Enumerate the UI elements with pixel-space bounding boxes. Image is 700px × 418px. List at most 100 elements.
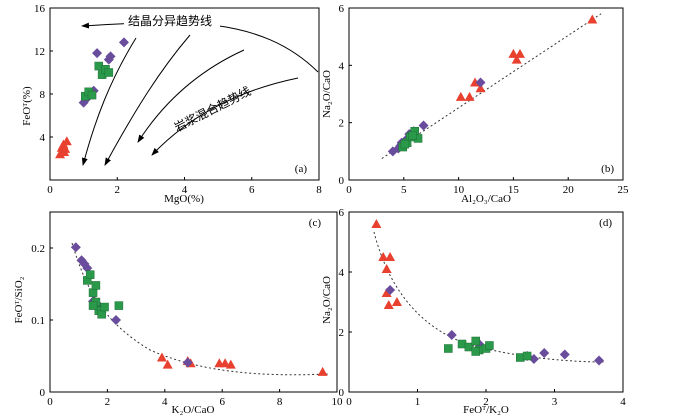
y-tick-label: 6: [339, 207, 345, 219]
diamond-point: [594, 355, 605, 366]
triangle-point: [391, 297, 402, 306]
panel-b-ylabel: Na₂O/CaO: [321, 70, 333, 118]
diamond-point: [539, 348, 550, 358]
square-point: [485, 341, 494, 350]
panel-d-letter: (d): [599, 217, 612, 229]
panel-a-xlabel: MgO(%): [164, 193, 204, 205]
panel-d-ticks: 0 1 2 3 4 0 2 4 6: [339, 207, 627, 408]
y-tick-label: 4: [40, 132, 46, 144]
diamond-point: [118, 37, 129, 48]
panel-a-letter: (a): [295, 163, 308, 175]
panel-c-marks: [70, 242, 328, 376]
panel-b-ticks: 0 5 10 15 20 25 0 2 4 6: [339, 3, 630, 196]
triangle-point: [383, 300, 394, 309]
square-point: [464, 342, 474, 352]
y-tick-label: 0.2: [31, 243, 45, 255]
diamond-point: [559, 349, 570, 360]
triangle-point: [225, 359, 236, 369]
square-point: [104, 68, 114, 77]
fractionation-trend-label: 结晶分异趋势线: [128, 14, 212, 28]
diamond-point: [105, 51, 116, 62]
square-point: [85, 270, 95, 279]
triangle-point: [378, 252, 389, 261]
panel-c-frame: [49, 211, 338, 393]
panel-a-marks: [55, 37, 129, 159]
triangle-point: [381, 288, 392, 297]
panel-c-xlabel: K₂O/CaO: [172, 404, 215, 416]
diamond-point: [70, 242, 81, 253]
square-point: [408, 131, 417, 140]
square-point: [114, 301, 124, 310]
panel-b-frame: [348, 7, 624, 181]
y-tick-label: 4: [339, 267, 345, 279]
trend-curve-1: [81, 37, 137, 166]
x-tick-label: 0: [47, 184, 53, 196]
triangle-point: [381, 264, 392, 273]
square-point: [100, 302, 109, 312]
x-tick-label: 4: [182, 184, 188, 196]
triangle-point: [514, 48, 525, 58]
y-tick-label: 2: [339, 327, 345, 339]
panel-b-marks: [387, 14, 598, 157]
y-tick-label: 16: [34, 3, 46, 15]
y-tick-label: 0.1: [31, 315, 45, 327]
x-tick-label: 25: [618, 184, 630, 196]
x-tick-label: 0: [346, 184, 352, 196]
triangle-point: [220, 358, 231, 368]
x-tick-label: 15: [508, 184, 520, 196]
diamond-point: [475, 77, 486, 88]
panel-d-ylabel: Na₂O/CaO: [321, 276, 333, 324]
y-tick-label: 2: [339, 118, 345, 130]
annotation-bg: [124, 11, 220, 28]
panel-d-marks: [371, 219, 605, 366]
panel-b: 0 5 10 15 20 25 0 2 4 6 Al₂O₃/CaO Na₂O/CaO (b): [321, 3, 629, 205]
panel-a: 0 2 4 6 8 4 8 12 16 MgO(%) FeOᵀ(%) (a) 结晶分异趋势线 岩…: [21, 3, 322, 205]
panel-d: 0 1 2 3 4 0 2 4 6 FeOᵀ/K₂O Na₂O/CaO (d): [321, 207, 626, 416]
y-tick-label: 0: [339, 387, 345, 399]
panel-b-letter: (b): [601, 163, 614, 175]
panel-b-trend-line: [381, 13, 602, 159]
triangle-point: [59, 147, 70, 157]
x-tick-label: 2: [115, 184, 121, 196]
diamond-point: [182, 357, 193, 368]
x-tick-label: 1: [415, 396, 421, 408]
y-tick-label: 0: [339, 175, 345, 187]
triangle-point: [587, 14, 598, 24]
panel-a-ylabel: FeOᵀ(%): [21, 86, 33, 126]
triangle-point: [385, 252, 396, 261]
square-point: [88, 301, 98, 310]
diamond-point: [92, 48, 103, 59]
triangle-point: [371, 219, 382, 228]
diamond-point: [528, 354, 539, 364]
trend-curve-2: [104, 34, 191, 166]
x-tick-label: 8: [316, 184, 322, 196]
square-point: [88, 288, 98, 297]
y-tick-label: 6: [339, 3, 345, 15]
triangle-point: [508, 48, 519, 58]
y-tick-label: 4: [339, 60, 345, 72]
square-point: [471, 347, 480, 356]
triangle-point: [61, 136, 72, 146]
square-point: [522, 351, 532, 361]
triangle-point: [317, 366, 328, 376]
x-tick-label: 10: [332, 396, 344, 408]
diamond-point: [418, 120, 429, 131]
panel-c-trend-curve: [71, 242, 329, 376]
trend-curve-4: [151, 77, 299, 156]
square-point: [87, 90, 97, 100]
triangle-point: [464, 91, 475, 101]
panel-c-letter: (c): [309, 217, 322, 229]
triangle-point: [511, 54, 522, 64]
y-tick-label: 12: [34, 46, 45, 58]
x-tick-label: 4: [620, 396, 626, 408]
x-tick-label: 8: [277, 396, 283, 408]
x-tick-label: 2: [483, 396, 489, 408]
x-tick-label: 3: [552, 396, 558, 408]
diamond-point: [111, 315, 122, 325]
x-tick-label: 6: [249, 184, 255, 196]
trend-curve-3: [137, 49, 245, 143]
x-tick-label: 4: [162, 396, 168, 408]
